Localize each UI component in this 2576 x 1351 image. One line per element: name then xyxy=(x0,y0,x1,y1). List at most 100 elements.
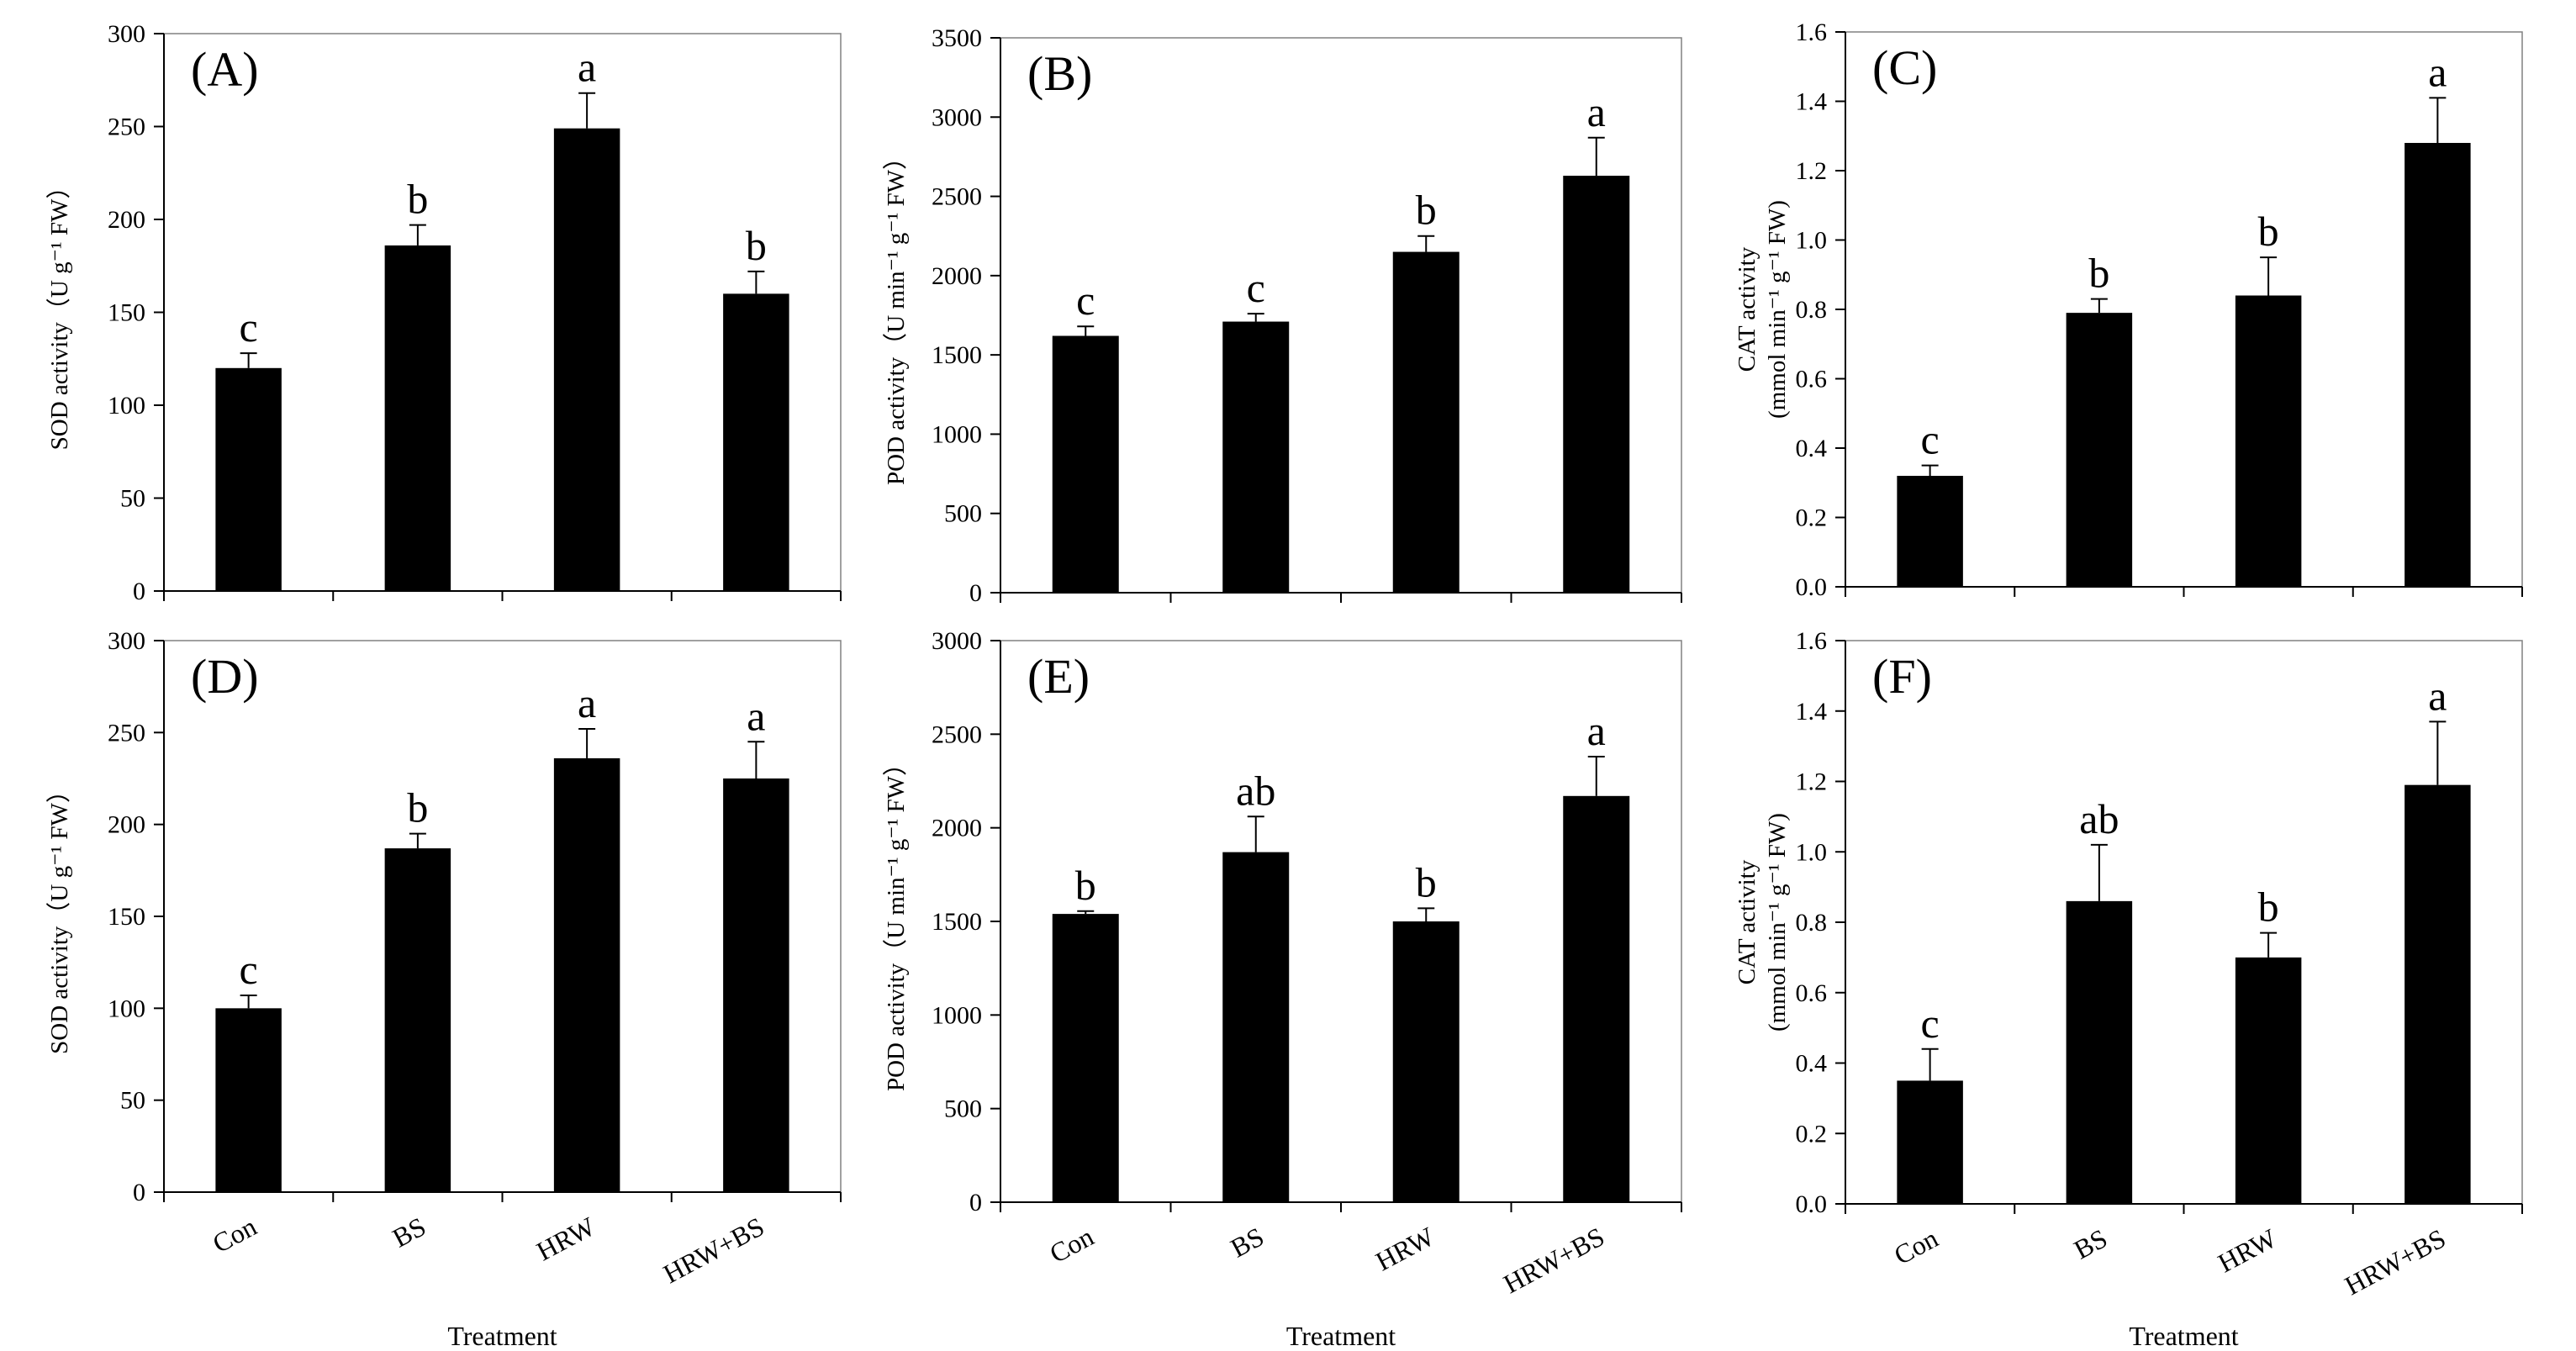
x-category-label: HRW+BS xyxy=(2340,1222,2451,1301)
chart-panel-6: 0.0 0.2 0.4 0.6 0.8 1.0 1.2 1.4 1.6 c Con ab BS b HRW a… xyxy=(1734,627,2523,1351)
y-tick-label: 500 xyxy=(944,500,982,528)
y-tick-label: 1.6 xyxy=(1796,627,1828,655)
y-tick-label: 100 xyxy=(108,995,145,1022)
y-tick-label: 3000 xyxy=(932,627,982,655)
significance-label: b xyxy=(746,222,767,269)
x-category-label: Con xyxy=(1045,1221,1099,1269)
bar xyxy=(1392,251,1460,593)
bar xyxy=(1222,321,1290,593)
significance-label: c xyxy=(1921,1000,1940,1047)
significance-label: ab xyxy=(1236,767,1275,814)
significance-label: b xyxy=(1075,862,1096,909)
bar xyxy=(384,848,451,1192)
y-tick-label: 1.4 xyxy=(1796,88,1828,116)
significance-label: c xyxy=(1921,416,1940,463)
y-tick-label: 200 xyxy=(108,206,145,234)
panel-label: (F) xyxy=(1872,649,1932,704)
y-tick-label: 2000 xyxy=(932,815,982,842)
bar xyxy=(2404,143,2471,587)
significance-label: a xyxy=(2428,48,2447,95)
y-tick-label: 0 xyxy=(133,578,145,605)
bar xyxy=(215,367,282,591)
y-tick-label: 300 xyxy=(108,627,145,655)
significance-label: a xyxy=(1587,88,1606,135)
significance-label: b xyxy=(2258,884,2279,931)
panel-label: (C) xyxy=(1872,40,1937,95)
bar xyxy=(1563,176,1630,594)
y-tick-label: 250 xyxy=(108,719,145,747)
x-category-label: HRW+BS xyxy=(658,1211,769,1289)
y-tick-label: 0.6 xyxy=(1796,366,1828,393)
bar xyxy=(2066,313,2133,587)
y-tick-label: 0.8 xyxy=(1796,296,1828,324)
panel-label: (E) xyxy=(1027,649,1090,704)
y-tick-label: 500 xyxy=(944,1095,982,1123)
bar xyxy=(2404,784,2471,1204)
y-tick-label: 200 xyxy=(108,811,145,839)
y-tick-label: 0 xyxy=(969,579,982,607)
y-tick-label: 150 xyxy=(108,903,145,931)
significance-label: a xyxy=(578,679,596,726)
y-tick-label: 0 xyxy=(969,1189,982,1216)
bar xyxy=(1897,476,1963,587)
y-tick-label: 1.0 xyxy=(1796,227,1828,255)
chart-panel-1: 0 50 100 150 200 250 300 c b a b (A) SOD activity（U … xyxy=(46,20,842,605)
x-category-label: HRW xyxy=(1370,1221,1439,1276)
x-category-label: HRW+BS xyxy=(1498,1221,1609,1299)
bar xyxy=(553,757,620,1192)
bar xyxy=(2066,900,2133,1204)
y-tick-label: 0.4 xyxy=(1796,435,1828,462)
significance-label: b xyxy=(2088,250,2109,297)
y-tick-label: 0.8 xyxy=(1796,909,1828,937)
y-axis-label: CAT activity xyxy=(1734,859,1760,984)
x-category-label: BS xyxy=(2069,1222,2112,1264)
significance-label: c xyxy=(240,946,258,993)
y-tick-label: 1.4 xyxy=(1796,698,1828,726)
significance-label: a xyxy=(578,44,596,91)
significance-label: c xyxy=(1076,277,1095,324)
y-axis-label: SOD activity（U g⁻¹ FW） xyxy=(46,778,73,1054)
y-axis-label: SOD activity（U g⁻¹ FW） xyxy=(46,175,73,451)
x-category-label: BS xyxy=(1226,1221,1269,1263)
y-tick-label: 2500 xyxy=(932,183,982,211)
bar xyxy=(723,293,789,591)
bar xyxy=(1052,335,1119,593)
y-tick-label: 0.0 xyxy=(1796,573,1828,601)
y-tick-label: 150 xyxy=(108,299,145,327)
chart-panel-4: 0 50 100 150 200 250 300 c Con b BS a HRW a HRW+BS (D) S… xyxy=(46,627,842,1351)
y-axis-label: (mmol min⁻¹ g⁻¹ FW) xyxy=(1764,200,1791,419)
significance-label: c xyxy=(240,303,258,351)
y-axis-label: POD activity（U min⁻¹ g⁻¹ FW） xyxy=(883,752,910,1091)
significance-label: ab xyxy=(2079,795,2119,842)
y-tick-label: 1500 xyxy=(932,908,982,936)
bar xyxy=(1392,921,1460,1202)
x-category-label: Con xyxy=(208,1211,261,1259)
bar xyxy=(215,1008,282,1192)
bar xyxy=(1222,852,1290,1202)
significance-label: b xyxy=(1416,187,1437,234)
y-axis-label: (mmol min⁻¹ g⁻¹ FW) xyxy=(1764,813,1791,1032)
y-tick-label: 1.6 xyxy=(1796,18,1828,46)
y-tick-label: 0.2 xyxy=(1796,1120,1828,1148)
bar xyxy=(2235,957,2302,1204)
significance-label: b xyxy=(2258,208,2279,255)
y-tick-label: 250 xyxy=(108,113,145,141)
significance-label: b xyxy=(1416,858,1437,905)
x-category-label: BS xyxy=(388,1211,430,1253)
chart-panel-3: 0.0 0.2 0.4 0.6 0.8 1.0 1.2 1.4 1.6 c b b a (C) CAT ac… xyxy=(1734,18,2523,601)
y-tick-label: 0.4 xyxy=(1796,1050,1828,1078)
x-axis-title: Treatment xyxy=(2129,1321,2238,1351)
panel-label: (A) xyxy=(191,42,259,97)
y-tick-label: 1.2 xyxy=(1796,157,1828,185)
y-axis-label: CAT activity xyxy=(1734,246,1760,372)
x-axis-title: Treatment xyxy=(1286,1321,1396,1351)
y-tick-label: 1.2 xyxy=(1796,768,1828,796)
y-tick-label: 0.6 xyxy=(1796,979,1828,1007)
y-tick-label: 2000 xyxy=(932,262,982,290)
y-tick-label: 0.0 xyxy=(1796,1190,1828,1218)
y-tick-label: 0.2 xyxy=(1796,504,1828,532)
significance-label: a xyxy=(747,692,765,739)
significance-label: b xyxy=(407,784,428,831)
y-tick-label: 0 xyxy=(133,1179,145,1206)
